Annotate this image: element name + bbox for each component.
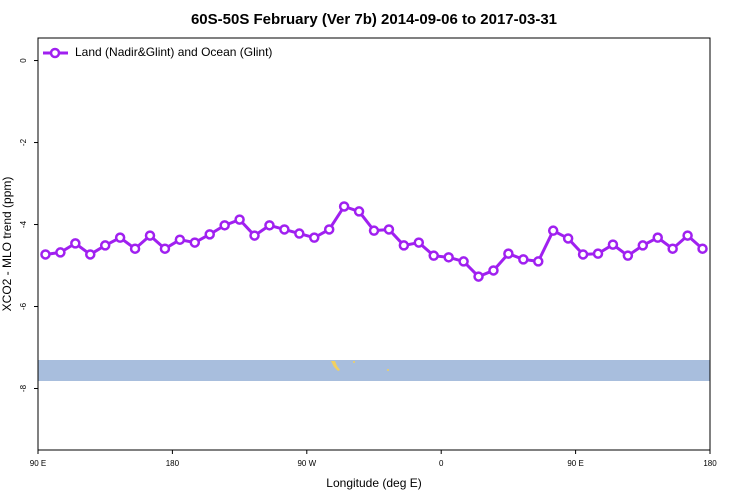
y-axis-label: XCO2 - MLO trend (ppm)	[0, 177, 14, 312]
data-point	[99, 240, 111, 251]
legend-marker	[49, 47, 61, 59]
plot-frame	[37, 37, 711, 451]
map-land	[387, 369, 389, 371]
data-point	[398, 240, 410, 251]
data-point	[309, 232, 320, 243]
legend-label: Land (Nadir&Glint) and Ocean (Glint)	[75, 45, 272, 59]
data-point	[607, 239, 619, 250]
data-point	[533, 256, 544, 267]
data-point	[338, 201, 350, 212]
data-point	[85, 249, 96, 260]
data-point	[652, 232, 663, 243]
data-point	[40, 249, 51, 260]
x-tick-label: 180	[703, 459, 717, 468]
data-point	[129, 243, 141, 254]
data-point	[488, 265, 499, 276]
data-point	[114, 232, 126, 243]
data-point	[473, 271, 484, 282]
data-point	[443, 252, 454, 263]
data-point	[159, 243, 171, 254]
data-point	[204, 229, 215, 240]
data-point	[697, 243, 708, 254]
data-point	[637, 240, 649, 251]
x-tick-label: 90 W	[297, 459, 316, 468]
x-tick-label: 0	[439, 459, 444, 468]
data-point	[547, 225, 559, 236]
x-tick-label: 90 E	[30, 459, 46, 468]
data-point	[55, 247, 66, 258]
data-point	[70, 238, 81, 249]
y-tick-label: 0	[19, 58, 28, 63]
x-tick-label: 90 E	[567, 459, 583, 468]
x-axis-label: Longitude (deg E)	[326, 476, 421, 490]
map-land	[353, 361, 355, 363]
data-point	[428, 250, 439, 261]
y-tick-label: -6	[19, 302, 28, 310]
x-tick-label: 180	[166, 459, 180, 468]
map-strip	[38, 360, 710, 381]
chart-title: 60S-50S February (Ver 7b) 2014-09-06 to …	[191, 11, 557, 28]
data-point	[622, 250, 634, 261]
data-point	[249, 230, 260, 241]
map-land	[331, 361, 340, 371]
data-point	[592, 248, 604, 259]
y-tick-label: -8	[19, 384, 28, 392]
data-point	[234, 214, 245, 225]
data-point	[383, 224, 395, 235]
data-point	[219, 220, 230, 231]
data-point	[503, 248, 514, 259]
data-point	[562, 233, 574, 244]
data-point	[264, 220, 275, 231]
y-tick-label: -4	[19, 220, 28, 228]
data-point	[294, 228, 305, 239]
data-point	[368, 225, 380, 236]
y-tick-label: -2	[19, 138, 28, 146]
data-point	[682, 230, 693, 241]
data-point	[323, 224, 335, 235]
data-point	[174, 234, 186, 245]
data-point	[279, 224, 290, 235]
series-line	[45, 204, 704, 279]
data-point	[189, 237, 201, 248]
data-point	[413, 237, 425, 248]
data-point	[518, 254, 529, 265]
data-point	[458, 256, 469, 267]
data-point	[667, 243, 678, 254]
data-point	[144, 230, 156, 241]
data-point	[577, 249, 589, 260]
data-point	[353, 206, 365, 217]
